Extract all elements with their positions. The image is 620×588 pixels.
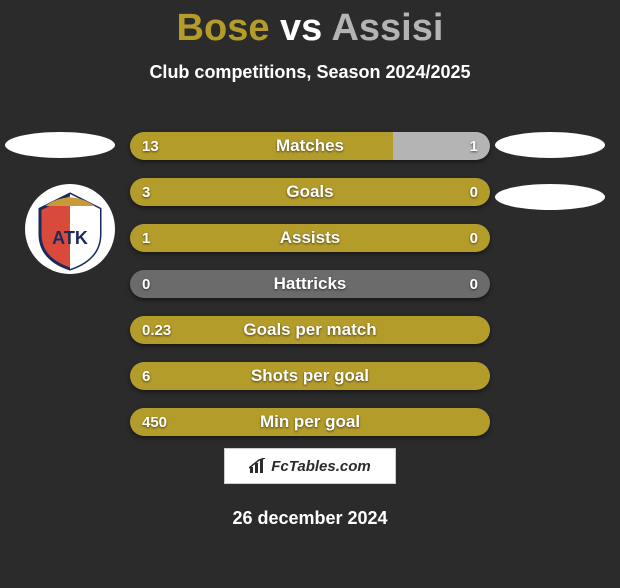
stat-row: Hattricks0 0 — [130, 265, 490, 303]
page-title: Bose vs Assisi — [0, 8, 620, 50]
bar-label: Goals per match — [130, 311, 490, 349]
bar-left-value: 13 — [142, 127, 159, 165]
right-club-ellipse-placeholder — [495, 184, 605, 210]
club-crest-icon: ATK — [25, 184, 115, 274]
svg-text:ATK: ATK — [52, 228, 88, 248]
bar-left-value: 3 — [142, 173, 150, 211]
bar-left-value: 0.23 — [142, 311, 171, 349]
bar-left-value: 1 — [142, 219, 150, 257]
vs-text: vs — [280, 7, 322, 49]
fctables-watermark: FcTables.com — [224, 448, 396, 484]
bar-right-value: 0 — [470, 265, 478, 303]
stat-row: Goals3 0 — [130, 173, 490, 211]
bar-label: Min per goal — [130, 403, 490, 441]
bar-left-value: 6 — [142, 357, 150, 395]
left-club-logo: ATK — [25, 184, 115, 274]
bar-label: Assists — [130, 219, 490, 257]
subtitle: Club competitions, Season 2024/2025 — [0, 62, 620, 83]
bar-left-value: 450 — [142, 403, 167, 441]
stat-row: Matches13 1 — [130, 127, 490, 165]
bar-right-value: 0 — [470, 173, 478, 211]
bar-label: Hattricks — [130, 265, 490, 303]
stat-row: Goals per match0.23 — [130, 311, 490, 349]
bar-left-value: 0 — [142, 265, 150, 303]
bar-right-value: 0 — [470, 219, 478, 257]
chart-icon — [249, 458, 267, 474]
comparison-bars: Matches131Goals30Assists10Hattricks00Goa… — [130, 127, 490, 449]
stat-row: Shots per goal6 — [130, 357, 490, 395]
bar-label: Shots per goal — [130, 357, 490, 395]
date-text: 26 december 2024 — [0, 508, 620, 529]
bar-label: Matches — [130, 127, 490, 165]
bar-right-value: 1 — [470, 127, 478, 165]
left-player-ellipse-placeholder — [5, 132, 115, 158]
right-player-ellipse-placeholder — [495, 132, 605, 158]
player1-name: Bose — [177, 7, 270, 49]
player2-name: Assisi — [331, 7, 443, 49]
stat-row: Assists1 0 — [130, 219, 490, 257]
bar-label: Goals — [130, 173, 490, 211]
stat-row: Min per goal450 — [130, 403, 490, 441]
brand-text: FcTables.com — [271, 458, 370, 475]
